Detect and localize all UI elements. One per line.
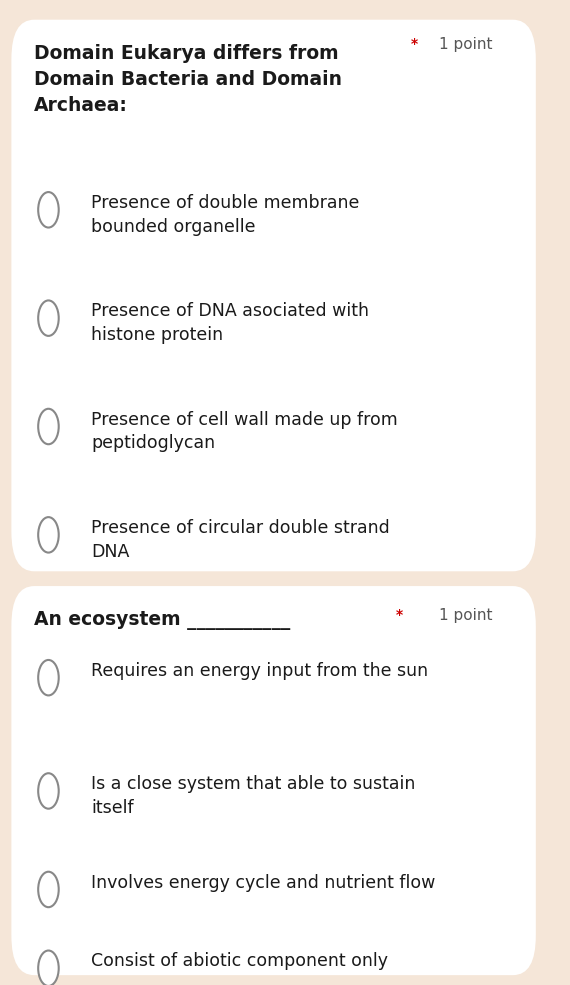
Text: *: * xyxy=(410,37,417,51)
Text: An ecosystem ___________: An ecosystem ___________ xyxy=(34,611,291,629)
Text: Presence of double membrane
bounded organelle: Presence of double membrane bounded orga… xyxy=(91,194,360,235)
Text: Requires an energy input from the sun: Requires an energy input from the sun xyxy=(91,662,428,680)
Circle shape xyxy=(38,660,59,695)
Text: Presence of cell wall made up from
peptidoglycan: Presence of cell wall made up from pepti… xyxy=(91,411,398,452)
Circle shape xyxy=(38,872,59,907)
Circle shape xyxy=(38,192,59,228)
Text: *: * xyxy=(396,608,404,622)
Text: Is a close system that able to sustain
itself: Is a close system that able to sustain i… xyxy=(91,775,416,817)
Circle shape xyxy=(38,409,59,444)
Text: Domain Eukarya differs from
Domain Bacteria and Domain
Archaea:: Domain Eukarya differs from Domain Bacte… xyxy=(34,44,342,115)
FancyBboxPatch shape xyxy=(11,20,536,571)
Text: Consist of abiotic component only: Consist of abiotic component only xyxy=(91,952,388,970)
FancyBboxPatch shape xyxy=(11,586,536,975)
Circle shape xyxy=(38,951,59,985)
Text: Presence of DNA asociated with
histone protein: Presence of DNA asociated with histone p… xyxy=(91,302,369,344)
Circle shape xyxy=(38,300,59,336)
Circle shape xyxy=(38,517,59,553)
Text: 1 point: 1 point xyxy=(439,37,492,52)
Text: Involves energy cycle and nutrient flow: Involves energy cycle and nutrient flow xyxy=(91,874,435,891)
Text: Presence of circular double strand
DNA: Presence of circular double strand DNA xyxy=(91,519,390,560)
Text: 1 point: 1 point xyxy=(439,608,492,623)
Circle shape xyxy=(38,773,59,809)
